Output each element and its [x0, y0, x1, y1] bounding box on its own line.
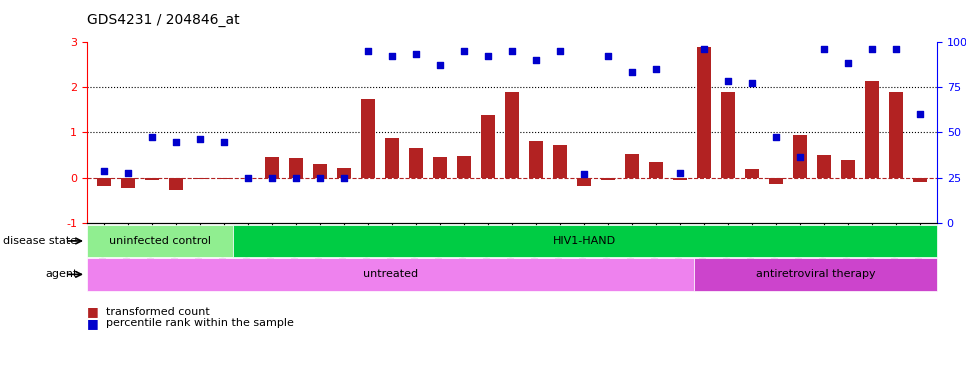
Point: [721, 78, 736, 84]
Bar: [913, 177, 927, 182]
Bar: [265, 157, 279, 177]
Bar: [145, 177, 159, 180]
Point: [168, 139, 184, 145]
Bar: [625, 154, 639, 177]
Bar: [577, 177, 591, 186]
Point: [577, 171, 592, 177]
Point: [745, 80, 760, 86]
Point: [264, 174, 279, 181]
Point: [288, 174, 303, 181]
Point: [696, 46, 712, 52]
Text: disease state: disease state: [3, 236, 77, 246]
Bar: [793, 135, 808, 177]
Bar: [169, 177, 183, 190]
Bar: [97, 177, 111, 186]
Bar: [649, 162, 664, 177]
Point: [889, 46, 904, 52]
Point: [504, 48, 520, 55]
Bar: [313, 164, 327, 177]
Text: HIV1-HAND: HIV1-HAND: [554, 236, 616, 246]
Bar: [865, 81, 879, 177]
Point: [648, 66, 664, 73]
Bar: [433, 157, 447, 177]
Text: GDS4231 / 204846_at: GDS4231 / 204846_at: [87, 13, 240, 27]
Point: [816, 46, 832, 52]
Point: [865, 46, 880, 52]
Bar: [121, 177, 135, 187]
Text: uninfected control: uninfected control: [109, 236, 211, 246]
Text: agent: agent: [44, 269, 77, 280]
Point: [600, 53, 615, 59]
Bar: [457, 156, 471, 177]
Point: [312, 174, 327, 181]
Point: [360, 48, 376, 55]
Bar: [769, 177, 783, 184]
Bar: [841, 160, 855, 177]
Point: [144, 134, 159, 140]
Point: [528, 57, 544, 63]
Bar: [337, 168, 351, 177]
Point: [241, 174, 256, 181]
Point: [432, 62, 447, 68]
Point: [192, 136, 208, 142]
Bar: [553, 145, 567, 177]
Bar: [745, 169, 759, 177]
Bar: [505, 92, 519, 177]
Point: [913, 111, 928, 118]
Bar: [673, 177, 687, 180]
Bar: [817, 155, 832, 177]
Text: transformed count: transformed count: [106, 307, 210, 317]
Text: antiretroviral therapy: antiretroviral therapy: [755, 269, 875, 280]
Bar: [384, 138, 399, 177]
Point: [409, 50, 424, 56]
Point: [216, 139, 232, 145]
Point: [384, 53, 400, 59]
Point: [672, 170, 688, 176]
Text: ■: ■: [87, 317, 99, 330]
Point: [792, 154, 808, 161]
Point: [336, 174, 352, 181]
Bar: [360, 99, 375, 177]
Text: ■: ■: [87, 305, 99, 318]
Point: [96, 168, 111, 174]
Bar: [721, 92, 735, 177]
Point: [456, 48, 471, 55]
Bar: [216, 177, 231, 179]
Bar: [528, 141, 543, 177]
Bar: [481, 115, 496, 177]
Point: [624, 68, 639, 74]
Point: [768, 134, 783, 140]
Text: percentile rank within the sample: percentile rank within the sample: [106, 318, 294, 328]
Bar: [601, 177, 615, 180]
Point: [553, 48, 568, 55]
Bar: [696, 47, 711, 177]
Text: untreated: untreated: [363, 269, 418, 280]
Point: [840, 60, 856, 66]
Point: [120, 170, 135, 176]
Bar: [889, 92, 903, 177]
Bar: [409, 148, 423, 177]
Point: [480, 53, 496, 59]
Bar: [289, 158, 303, 177]
Bar: [192, 177, 207, 179]
